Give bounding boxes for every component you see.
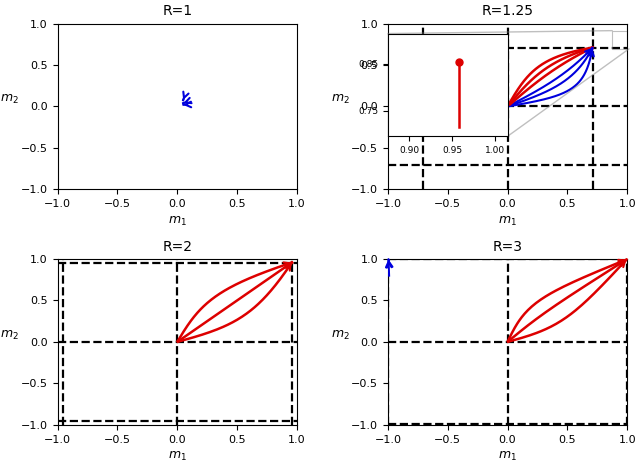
Bar <box>612 31 629 49</box>
Y-axis label: $m_2$: $m_2$ <box>331 329 349 342</box>
X-axis label: $m_1$: $m_1$ <box>498 450 517 463</box>
Title: R=3: R=3 <box>493 240 522 253</box>
X-axis label: $m_1$: $m_1$ <box>168 450 187 463</box>
Y-axis label: $m_2$: $m_2$ <box>1 93 19 107</box>
X-axis label: $m_1$: $m_1$ <box>168 215 187 228</box>
X-axis label: $m_1$: $m_1$ <box>498 215 517 228</box>
Title: R=1: R=1 <box>162 4 193 18</box>
Title: R=1.25: R=1.25 <box>481 4 534 18</box>
Y-axis label: $m_2$: $m_2$ <box>1 329 19 342</box>
Y-axis label: $m_2$: $m_2$ <box>331 93 349 107</box>
Title: R=2: R=2 <box>163 240 192 253</box>
